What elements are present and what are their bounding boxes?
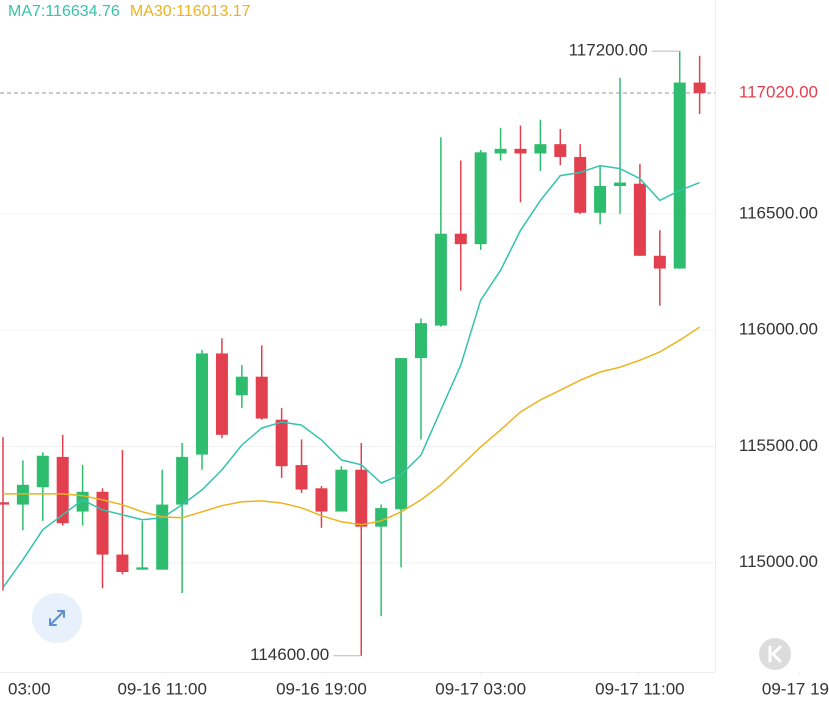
ma-line <box>2 164 700 589</box>
x-tick-label: 09-17 11:00 <box>595 679 684 698</box>
legend-entry: MA7:116634.76 <box>8 3 120 20</box>
candle-body <box>633 183 646 256</box>
candle-body <box>315 488 328 512</box>
background-layer <box>0 213 800 675</box>
ma-line <box>3 326 701 526</box>
logo-icon[interactable] <box>768 645 782 663</box>
extreme-label: 114600.00 <box>250 645 329 664</box>
candle-body <box>454 233 467 245</box>
candle-body <box>673 82 686 269</box>
candle-body <box>494 148 507 154</box>
candle-body <box>514 148 527 154</box>
legend-entry: MA30:116013.17 <box>130 3 251 20</box>
last-price-label: 117020.00 <box>739 82 818 101</box>
candle-body <box>116 554 129 573</box>
candle-body <box>16 484 29 505</box>
y-tick-label: 115500.00 <box>739 436 818 455</box>
y-tick-label: 115000.00 <box>739 552 818 571</box>
extreme-label: 117200.00 <box>569 41 648 60</box>
candle-body <box>275 419 288 467</box>
candle-body <box>414 323 427 359</box>
candle-body <box>594 186 607 213</box>
candle-body <box>0 502 9 505</box>
candle-body <box>196 353 209 455</box>
x-tick-label: 09-17 03:00 <box>435 679 526 698</box>
candle-body <box>156 504 169 570</box>
candle-body <box>215 353 228 435</box>
x-tick-label: 09-16 11:00 <box>117 679 206 698</box>
logo-button[interactable] <box>759 638 791 670</box>
expand-button[interactable] <box>32 593 82 643</box>
candle-body <box>255 376 268 419</box>
candle-body <box>434 233 447 326</box>
x-tick-label: 09-17 19 <box>762 679 829 698</box>
candle-body <box>56 456 69 524</box>
candle-body <box>355 469 368 527</box>
candle-body <box>614 182 627 187</box>
candle-body <box>36 455 49 488</box>
y-tick-label: 116000.00 <box>739 320 818 339</box>
candle-body <box>235 376 248 396</box>
candle-body <box>474 152 487 245</box>
candle-body <box>554 144 567 157</box>
candle-body <box>534 144 547 154</box>
expand-icon[interactable] <box>49 610 65 626</box>
candle-body <box>176 456 189 505</box>
candle-body <box>653 255 666 269</box>
candle-body <box>693 82 706 94</box>
y-tick-label: 116500.00 <box>739 203 818 222</box>
candle-body <box>295 465 308 490</box>
x-tick-label: 09-16 19:00 <box>276 679 367 698</box>
candle-body <box>335 469 348 512</box>
x-tick-label: 03:00 <box>8 679 51 698</box>
candle-body <box>136 567 149 570</box>
candle-body <box>395 358 408 510</box>
candle-body <box>375 508 388 527</box>
candle-body <box>574 156 587 213</box>
candle-body <box>96 491 109 555</box>
